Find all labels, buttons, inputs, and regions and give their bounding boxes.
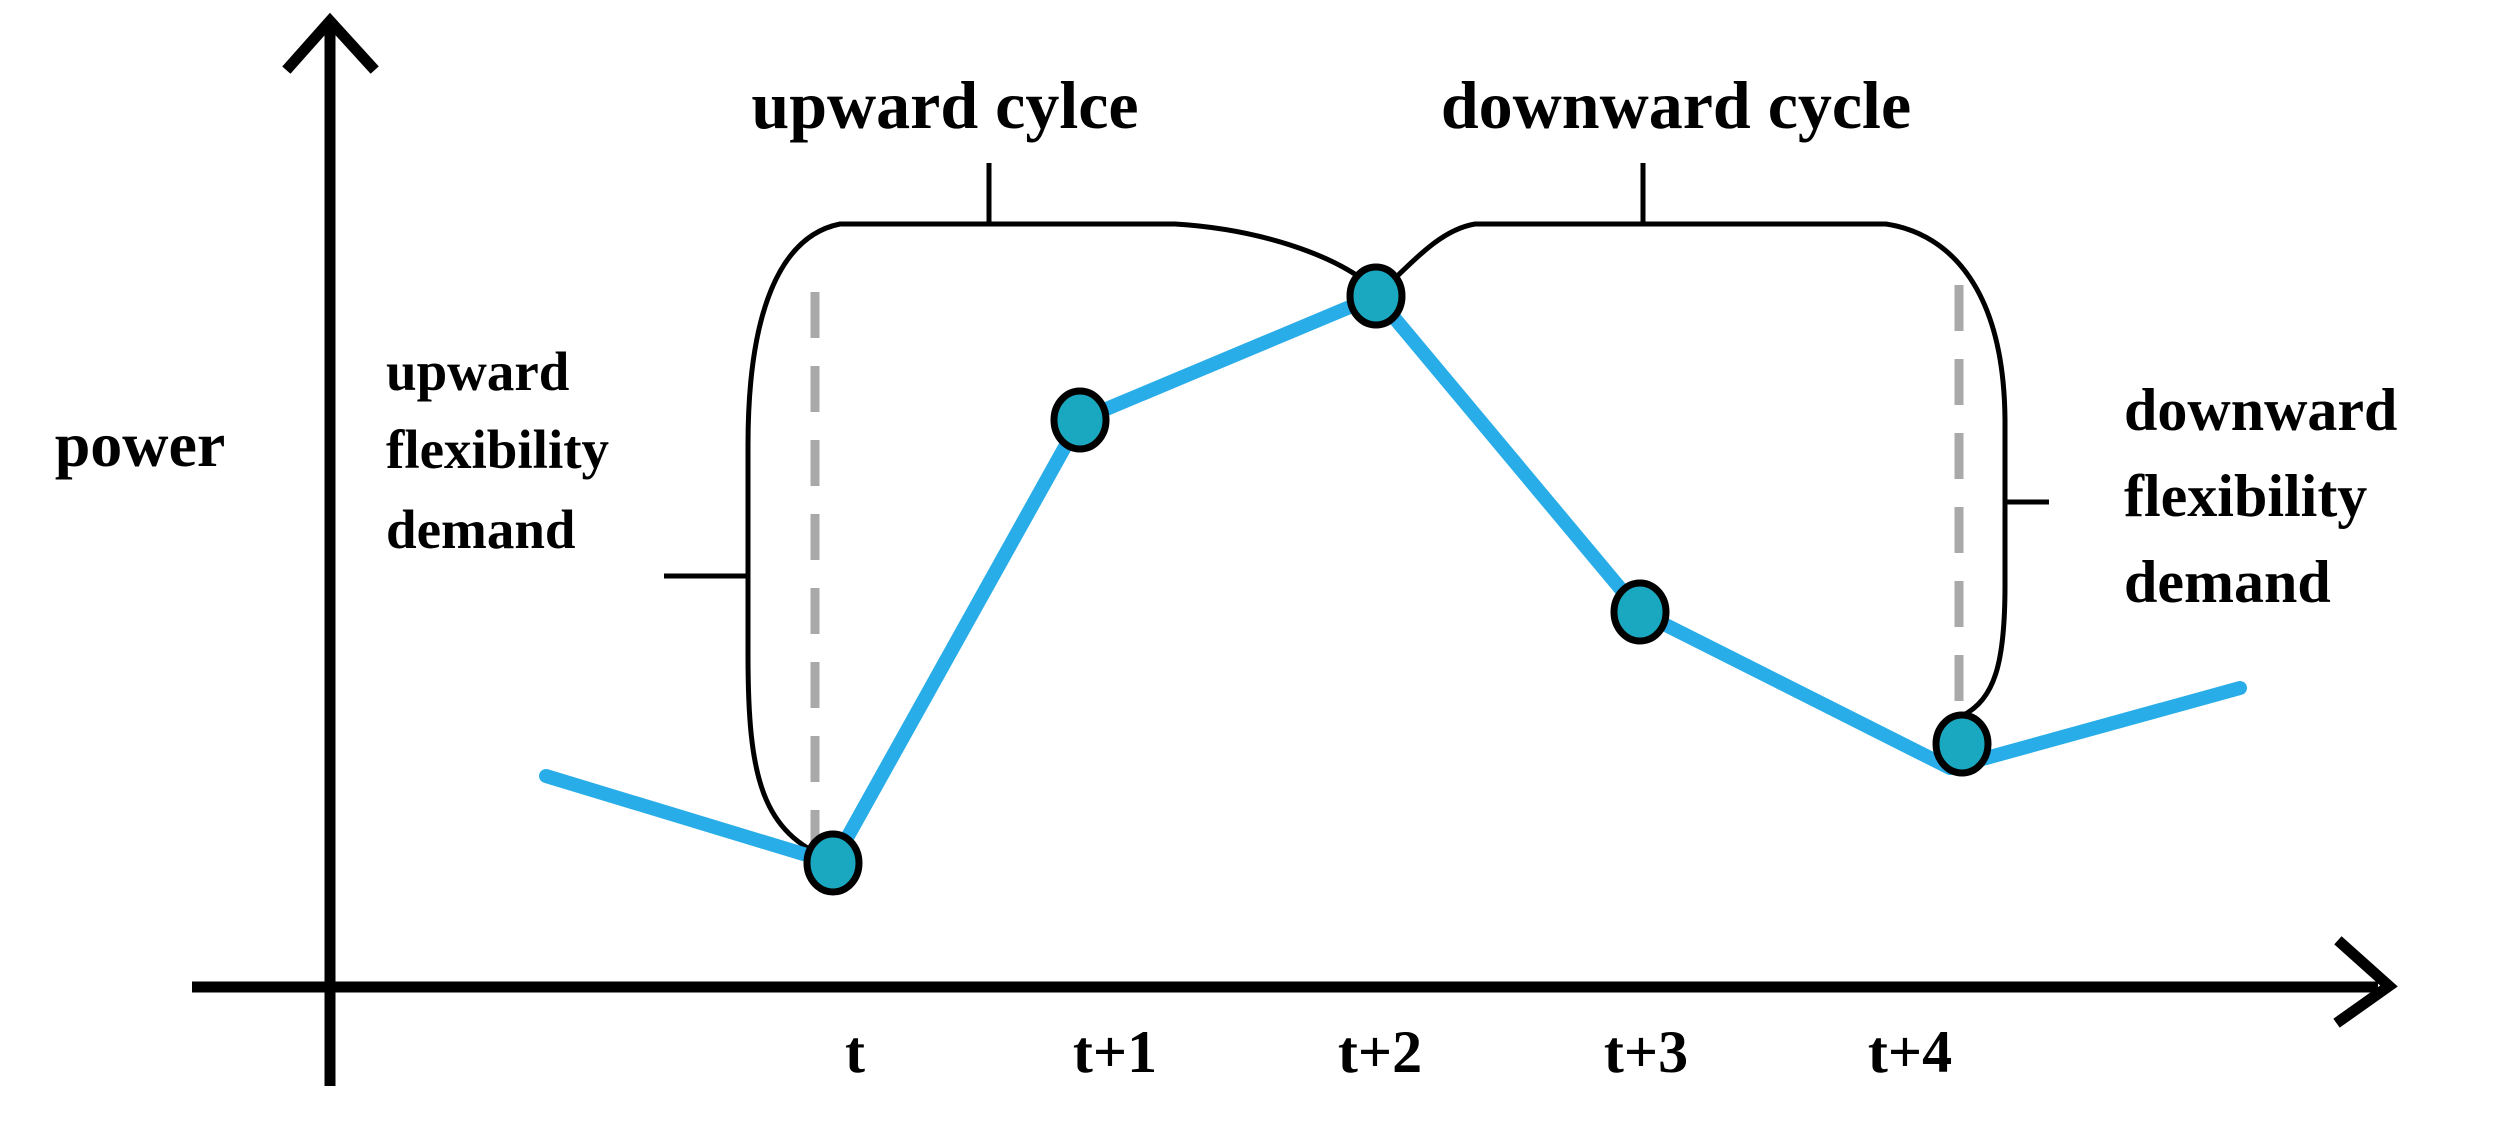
upward-flex-line-1: upward: [386, 341, 569, 402]
upward-flex-line-3: demand: [386, 499, 576, 560]
upward-flex-line-2: flexibility: [386, 419, 609, 480]
x-tick-label-t3: t+3: [1604, 1019, 1688, 1085]
data-point-marker: [1932, 711, 1992, 777]
axes: [192, 12, 2398, 1086]
x-axis-tick-labels: t t+1 t+2 t+3 t+4: [845, 1019, 1952, 1085]
x-axis-arrow-icon: [2333, 936, 2398, 1028]
downward-flex-line-1: downward: [2124, 377, 2397, 443]
y-axis-arrow-icon: [282, 12, 379, 74]
downward-cycle-brace: [1386, 221, 2008, 719]
x-tick-label-t4: t+4: [1868, 1019, 1952, 1085]
upward-flex-label: upward flexibility demand: [386, 341, 609, 560]
x-tick-label-t1: t+1: [1073, 1019, 1157, 1085]
data-point-marker: [1346, 263, 1406, 329]
downward-cycle-title: downward cycle: [1441, 67, 1911, 143]
data-point-marker: [803, 830, 863, 896]
data-points: [803, 263, 1992, 896]
downward-flex-label: downward flexibility demand: [2124, 377, 2397, 615]
data-point-marker: [1610, 579, 1670, 645]
upward-cycle-brace: [745, 221, 1372, 863]
downward-flex-line-2: flexibility: [2124, 463, 2367, 529]
upward-cycle-title: upward cylce: [751, 67, 1138, 143]
braces: [664, 163, 2049, 863]
x-tick-label-t: t: [845, 1019, 865, 1085]
y-axis-title: power: [55, 409, 226, 480]
downward-flex-line-3: demand: [2124, 549, 2331, 615]
power-curve: [539, 289, 2247, 870]
x-tick-label-t2: t+2: [1338, 1019, 1422, 1085]
data-point-marker: [1050, 387, 1110, 453]
